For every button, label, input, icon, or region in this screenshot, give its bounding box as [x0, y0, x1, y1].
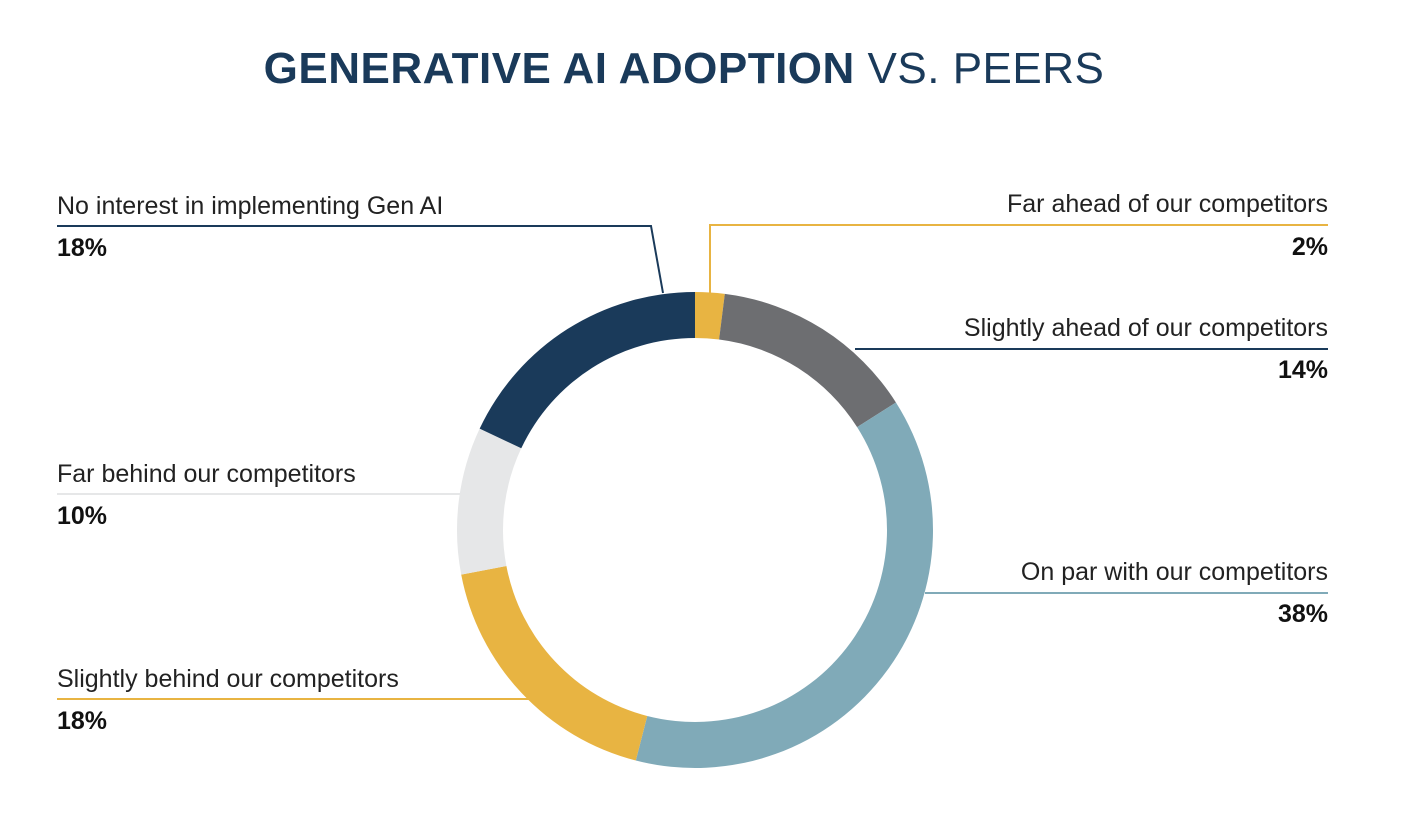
donut-slice	[719, 293, 896, 428]
slice-value-label: 10%	[57, 502, 107, 530]
slice-value-label: 18%	[57, 234, 107, 262]
slice-label: No interest in implementing Gen AI	[57, 192, 443, 220]
donut-slice	[457, 428, 522, 575]
donut-slice	[479, 292, 695, 449]
leader-line	[57, 225, 664, 294]
chart-title: GENERATIVE AI ADOPTION VS. PEERS	[0, 44, 1368, 94]
slice-value-label: 38%	[1278, 600, 1328, 628]
slice-value-label: 18%	[57, 707, 107, 735]
donut-slice	[695, 292, 725, 340]
slice-label: Slightly ahead of our competitors	[964, 314, 1328, 342]
slice-value-label: 14%	[1278, 356, 1328, 384]
donut-slice	[461, 565, 648, 761]
slice-value-label: 2%	[1292, 233, 1328, 261]
title-regular: VS. PEERS	[867, 44, 1105, 93]
title-bold: GENERATIVE AI ADOPTION	[263, 44, 855, 93]
slice-label: Slightly behind our competitors	[57, 665, 399, 693]
slice-label: On par with our competitors	[1021, 558, 1328, 586]
slice-label: Far ahead of our competitors	[1007, 190, 1328, 218]
slice-label: Far behind our competitors	[57, 460, 356, 488]
donut-slice	[635, 402, 934, 768]
leader-line	[709, 224, 1328, 293]
